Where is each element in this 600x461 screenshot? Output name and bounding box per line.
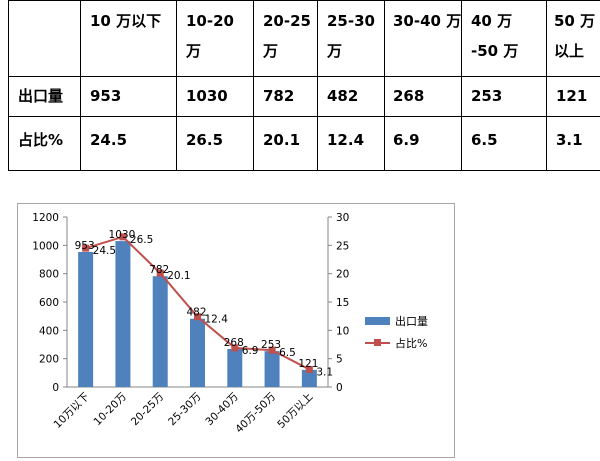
table-header-cell: 10-20 万 xyxy=(186,12,234,60)
right-axis-tick-label: 5 xyxy=(336,354,343,366)
x-axis-tick-label: 25-30万 xyxy=(166,391,203,428)
table-row-label: 出口量 xyxy=(18,87,64,105)
x-axis-tick-label: 40万-50万 xyxy=(233,391,278,436)
table-border-line xyxy=(8,170,600,171)
left-axis-tick-label: 0 xyxy=(52,382,59,394)
table-row-label: 占比% xyxy=(18,131,64,149)
line-data-label: 12.4 xyxy=(205,314,229,326)
table-header-cell: 50 万以上 xyxy=(554,12,596,60)
table-border-line xyxy=(384,0,385,171)
table-header-cell: 40 万 -50 万 xyxy=(471,12,519,60)
left-axis-tick-label: 1200 xyxy=(32,212,59,224)
table-border-line xyxy=(8,0,9,171)
bar xyxy=(78,251,94,387)
table-cell: 268 xyxy=(393,87,425,105)
table-cell: 482 xyxy=(327,87,359,105)
line-data-label: 24.5 xyxy=(93,245,116,257)
table-header-cell: 10 万以下 xyxy=(90,12,162,30)
table-border-line xyxy=(317,0,318,171)
x-axis-tick-label: 50万以上 xyxy=(275,391,315,431)
bar xyxy=(227,349,243,387)
bar-data-label: 1030 xyxy=(109,229,136,241)
table-cell: 24.5 xyxy=(90,131,128,149)
bar xyxy=(264,351,280,387)
legend-label: 占比% xyxy=(395,336,427,350)
bar-data-label: 782 xyxy=(149,264,169,276)
table-header-cell: 25-30 万 xyxy=(327,12,375,60)
table-border-line xyxy=(8,0,600,1)
bar-data-label: 268 xyxy=(224,337,244,349)
left-axis-tick-label: 400 xyxy=(39,325,59,337)
bar-data-label: 482 xyxy=(186,307,206,319)
table-border-line xyxy=(546,0,547,171)
table-cell: 3.1 xyxy=(556,131,583,149)
line-data-label: 6.5 xyxy=(279,347,296,359)
table-cell: 12.4 xyxy=(327,131,365,149)
bar xyxy=(115,241,131,387)
bar xyxy=(301,369,317,387)
line-point xyxy=(156,269,164,277)
table-cell: 6.9 xyxy=(393,131,420,149)
right-axis-tick-label: 25 xyxy=(336,240,349,252)
legend-label: 出口量 xyxy=(395,314,428,328)
right-axis-tick-label: 30 xyxy=(336,212,349,224)
x-axis-tick-label: 10万以下 xyxy=(52,391,92,431)
line-data-label: 3.1 xyxy=(316,366,333,378)
table-cell: 20.1 xyxy=(263,131,301,149)
bar xyxy=(152,276,168,387)
line-point xyxy=(305,365,313,373)
table-cell: 26.5 xyxy=(186,131,224,149)
table-cell: 121 xyxy=(556,87,588,105)
line-point xyxy=(82,244,90,252)
x-axis-tick-label: 20-25万 xyxy=(129,391,166,428)
line-data-label: 20.1 xyxy=(167,270,190,282)
table-cell: 782 xyxy=(263,87,295,105)
left-axis-tick-label: 200 xyxy=(39,354,59,366)
line-point xyxy=(268,346,276,354)
table-cell: 953 xyxy=(90,87,122,105)
bar-data-label: 953 xyxy=(75,240,95,252)
legend-swatch-bar xyxy=(365,317,390,325)
table-border-line xyxy=(176,0,177,171)
table-header-cell: 30-40 万 xyxy=(393,12,462,30)
table-cell: 1030 xyxy=(186,87,228,105)
right-axis-tick-label: 15 xyxy=(336,297,349,309)
line-point xyxy=(194,313,201,321)
left-axis-tick-label: 600 xyxy=(39,297,59,309)
x-axis-tick-label: 30-40万 xyxy=(203,391,240,428)
data-table: 10 万以下 10-20 万 20-25 万 25-30 万 30-40 万 4… xyxy=(0,0,600,172)
right-axis-tick-label: 20 xyxy=(336,269,349,281)
line-point xyxy=(231,344,239,352)
table-border-line xyxy=(461,0,462,171)
x-axis-tick-label: 10-20万 xyxy=(92,391,129,428)
right-axis-tick-label: 10 xyxy=(336,325,349,337)
left-axis-tick-label: 800 xyxy=(39,269,59,281)
table-border-line xyxy=(253,0,254,171)
left-axis-tick-label: 1000 xyxy=(32,240,59,252)
bar xyxy=(190,318,205,387)
table-cell: 253 xyxy=(471,87,503,105)
legend-swatch-marker xyxy=(374,339,381,346)
table-header-cell: 20-25 万 xyxy=(263,12,311,60)
line-data-label: 26.5 xyxy=(130,234,153,246)
right-axis-tick-label: 0 xyxy=(336,382,343,394)
line-data-label: 6.9 xyxy=(242,345,259,357)
table-border-line xyxy=(8,116,600,117)
bar-data-label: 253 xyxy=(261,339,281,351)
table-border-line xyxy=(80,0,81,171)
table-border-line xyxy=(8,76,600,77)
line-point xyxy=(119,233,127,241)
bar-data-label: 121 xyxy=(298,358,318,370)
table-cell: 6.5 xyxy=(471,131,498,149)
